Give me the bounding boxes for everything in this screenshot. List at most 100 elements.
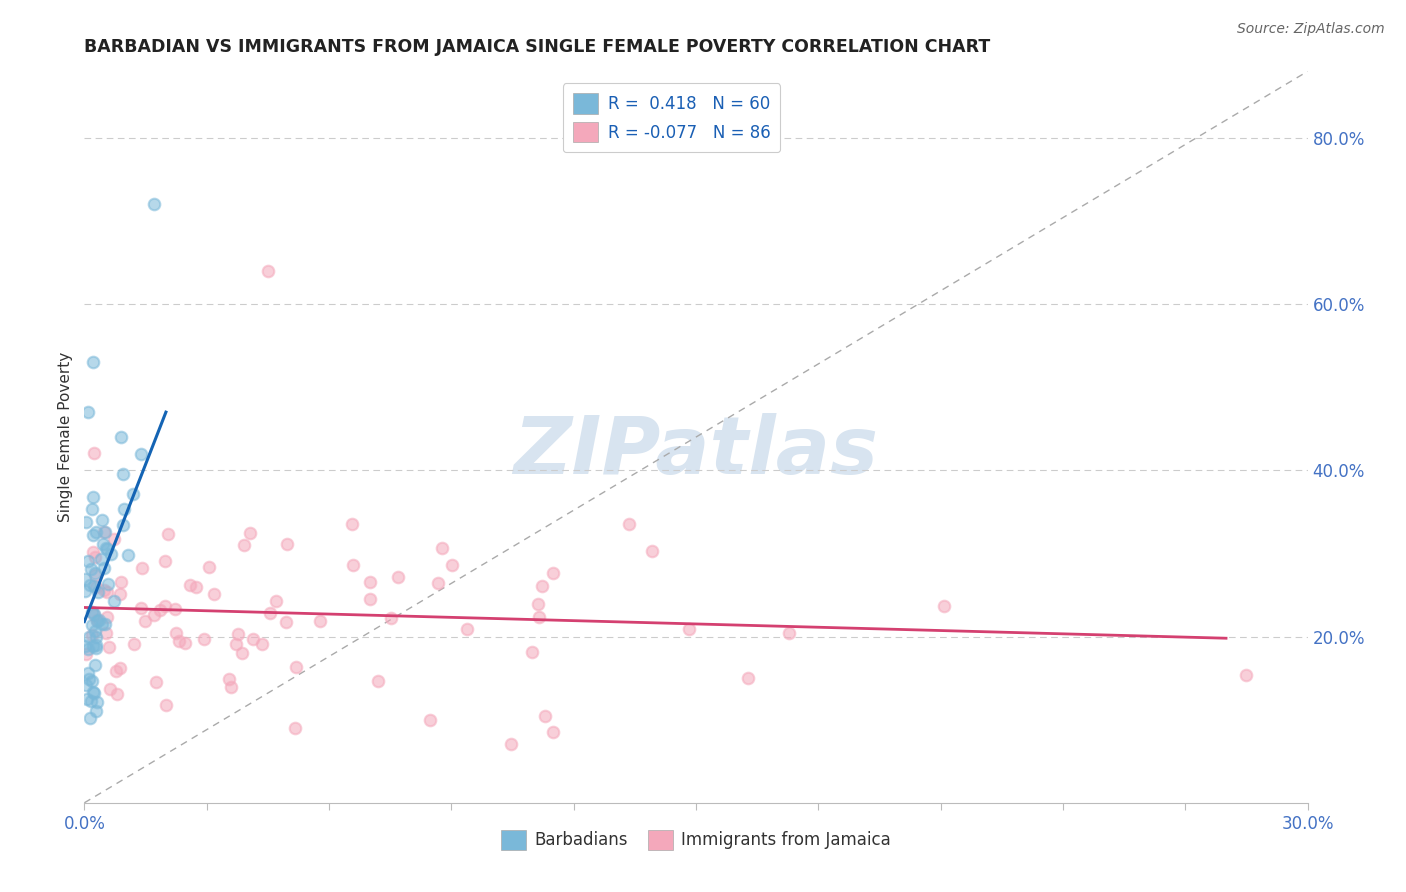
Point	[89, 613, 111, 627]
Point	[83, 566, 105, 580]
Point	[83, 579, 105, 593]
Point	[77, 405, 100, 419]
Point	[110, 574, 132, 589]
Point	[257, 264, 280, 278]
Point	[96, 541, 118, 556]
Point	[522, 645, 544, 659]
Point	[86, 525, 108, 540]
Point	[259, 607, 281, 621]
Point	[778, 626, 800, 640]
Point	[134, 615, 156, 629]
Point	[80, 617, 103, 632]
Point	[96, 610, 118, 624]
Point	[359, 574, 381, 589]
Point	[83, 607, 105, 621]
Point	[174, 636, 197, 650]
Point	[131, 447, 153, 461]
Point	[77, 641, 100, 656]
Point	[79, 694, 101, 708]
Point	[79, 578, 101, 592]
Point	[202, 587, 225, 601]
Text: ZIPatlas: ZIPatlas	[513, 413, 879, 491]
Point	[75, 678, 97, 692]
Point	[678, 622, 700, 636]
Point	[276, 537, 298, 551]
Point	[94, 524, 117, 539]
Point	[155, 599, 177, 614]
Point	[157, 527, 180, 541]
Point	[93, 525, 115, 540]
Point	[82, 490, 104, 504]
Point	[193, 632, 215, 646]
Point	[641, 544, 664, 558]
Legend: Barbadians, Immigrants from Jamaica: Barbadians, Immigrants from Jamaica	[495, 823, 897, 856]
Point	[93, 617, 115, 632]
Point	[103, 532, 125, 546]
Point	[76, 692, 98, 706]
Point	[129, 600, 152, 615]
Point	[619, 517, 641, 532]
Point	[91, 616, 114, 631]
Point	[426, 576, 449, 591]
Point	[153, 554, 176, 568]
Point	[359, 591, 381, 606]
Point	[86, 638, 108, 652]
Point	[86, 704, 108, 718]
Point	[96, 585, 118, 599]
Point	[117, 548, 139, 562]
Point	[250, 637, 273, 651]
Point	[83, 686, 105, 700]
Point	[82, 605, 104, 619]
Point	[105, 687, 128, 701]
Point	[110, 430, 132, 444]
Point	[82, 355, 104, 369]
Point	[90, 551, 112, 566]
Point	[737, 671, 759, 685]
Point	[84, 630, 107, 644]
Point	[80, 628, 103, 642]
Point	[218, 672, 240, 686]
Point	[112, 517, 135, 532]
Point	[131, 560, 153, 574]
Point	[264, 594, 287, 608]
Point	[432, 541, 454, 556]
Point	[84, 641, 107, 656]
Point	[441, 558, 464, 573]
Point	[231, 646, 253, 660]
Point	[82, 639, 104, 653]
Point	[145, 674, 167, 689]
Point	[342, 517, 364, 532]
Point	[242, 632, 264, 647]
Point	[219, 680, 242, 694]
Point	[94, 626, 117, 640]
Point	[84, 658, 107, 673]
Point	[97, 577, 120, 591]
Point	[122, 486, 145, 500]
Point	[87, 585, 110, 599]
Point	[285, 660, 308, 674]
Text: Source: ZipAtlas.com: Source: ZipAtlas.com	[1237, 22, 1385, 37]
Point	[80, 673, 103, 688]
Point	[86, 580, 108, 594]
Point	[143, 607, 166, 622]
Point	[90, 513, 112, 527]
Point	[112, 501, 135, 516]
Point	[165, 625, 187, 640]
Point	[96, 542, 118, 557]
Point	[1236, 668, 1258, 682]
Point	[155, 698, 177, 712]
Point	[543, 725, 565, 739]
Point	[82, 684, 104, 698]
Point	[80, 562, 103, 576]
Point	[76, 666, 98, 681]
Point	[276, 615, 298, 630]
Point	[98, 681, 121, 696]
Point	[79, 630, 101, 644]
Point	[419, 713, 441, 727]
Point	[122, 637, 145, 651]
Point	[149, 603, 172, 617]
Point	[167, 633, 190, 648]
Point	[77, 672, 100, 686]
Point	[239, 526, 262, 541]
Point	[342, 558, 364, 572]
